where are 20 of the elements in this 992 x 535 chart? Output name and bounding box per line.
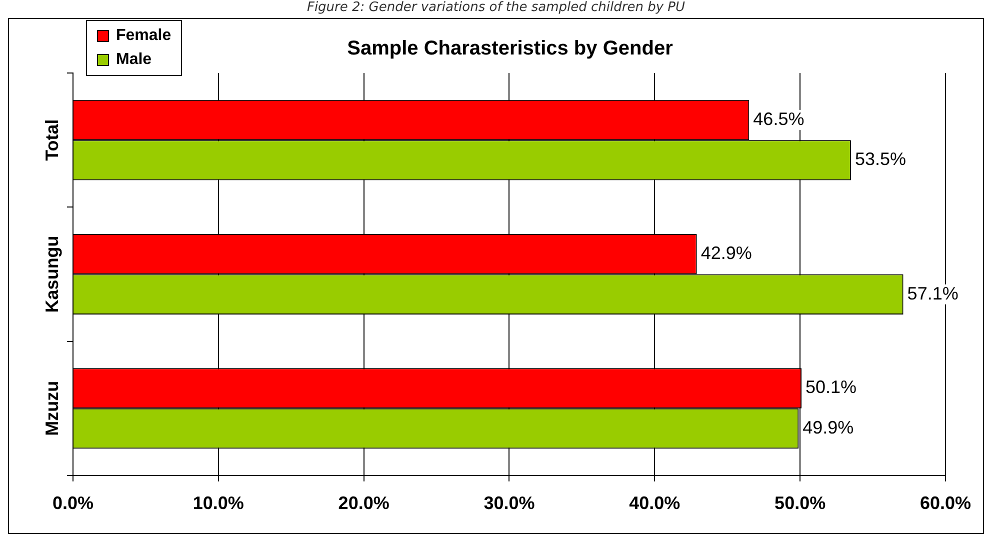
caption: Figure 2: Gender variations of the sampled children by PU [306, 0, 686, 15]
x-tick-label: 0.0% [52, 493, 94, 514]
x-tick-label: 30.0% [484, 493, 535, 514]
x-tick-label: 60.0% [920, 493, 972, 514]
y-tick-label: Total [42, 119, 62, 161]
chart-title: Sample Charasteristics by Gender [347, 38, 674, 60]
legend-label: Male [116, 51, 152, 69]
data-label: 53.5% [854, 149, 906, 170]
data-label: 42.9% [700, 243, 752, 264]
data-label: 50.1% [806, 377, 857, 398]
data-label: 49.9% [802, 417, 854, 438]
data-label: 57.1% [907, 283, 958, 304]
data-label: 46.5% [753, 108, 804, 129]
y-tick-label: Kasungu [42, 236, 62, 313]
x-tick-label: 40.0% [629, 493, 680, 514]
y-tick-label: Mzuzu [42, 380, 62, 436]
legend-label: Female [116, 27, 172, 45]
x-tick-label: 20.0% [338, 493, 390, 514]
x-tick-label: 10.0% [192, 493, 244, 514]
x-tick-label: 50.0% [774, 493, 826, 514]
